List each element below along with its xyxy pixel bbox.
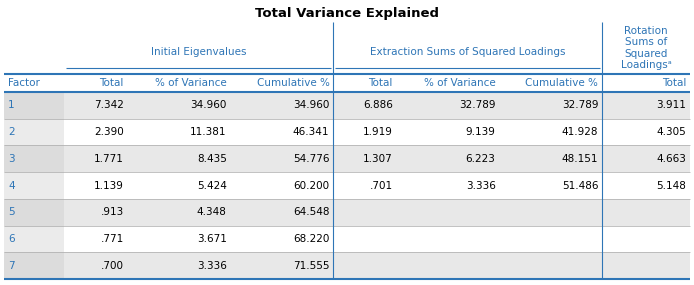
Text: 5: 5 [8, 207, 15, 217]
Text: 4: 4 [8, 180, 15, 190]
Text: .913: .913 [101, 207, 124, 217]
Text: 6: 6 [8, 234, 15, 244]
Bar [4, 119, 65, 145]
Text: 6.886: 6.886 [363, 100, 393, 110]
Text: 3.911: 3.911 [656, 100, 686, 110]
Bar [4, 92, 65, 119]
Text: Total Variance Explained: Total Variance Explained [255, 7, 439, 20]
Text: 64.548: 64.548 [293, 207, 330, 217]
Text: .701: .701 [370, 180, 393, 190]
Text: 9.139: 9.139 [466, 127, 496, 137]
Bar [4, 74, 690, 92]
Text: 3.336: 3.336 [197, 261, 227, 271]
Text: 46.341: 46.341 [293, 127, 330, 137]
Text: 34.960: 34.960 [293, 100, 330, 110]
Bar [4, 172, 65, 199]
Text: 34.960: 34.960 [190, 100, 227, 110]
Bar [4, 199, 690, 225]
Text: Factor: Factor [8, 78, 40, 88]
Text: 2: 2 [8, 127, 15, 137]
Text: 1.771: 1.771 [94, 154, 124, 164]
Text: 5.148: 5.148 [656, 180, 686, 190]
Text: .771: .771 [101, 234, 124, 244]
Bar [4, 119, 690, 145]
Text: 7: 7 [8, 261, 15, 271]
Bar [4, 22, 690, 74]
Bar [4, 92, 690, 119]
Text: 8.435: 8.435 [197, 154, 227, 164]
Text: Initial Eigenvalues: Initial Eigenvalues [151, 47, 246, 57]
Text: .700: .700 [101, 261, 124, 271]
Bar [4, 225, 65, 252]
Text: Rotation
Sums of
Squared
Loadingsᵃ: Rotation Sums of Squared Loadingsᵃ [621, 26, 672, 70]
Text: 3.671: 3.671 [197, 234, 227, 244]
Text: 11.381: 11.381 [190, 127, 227, 137]
Text: 32.789: 32.789 [562, 100, 598, 110]
Text: 60.200: 60.200 [294, 180, 330, 190]
Text: 1: 1 [8, 100, 15, 110]
Bar [4, 145, 65, 172]
Text: Cumulative %: Cumulative % [525, 78, 598, 88]
Bar [4, 199, 65, 225]
Text: 54.776: 54.776 [293, 154, 330, 164]
Text: 4.348: 4.348 [197, 207, 227, 217]
Text: % of Variance: % of Variance [424, 78, 496, 88]
Bar [4, 252, 65, 279]
Bar [4, 252, 690, 279]
Text: 5.424: 5.424 [197, 180, 227, 190]
Text: Total: Total [369, 78, 393, 88]
Text: 1.307: 1.307 [363, 154, 393, 164]
Text: Cumulative %: Cumulative % [257, 78, 330, 88]
Text: 51.486: 51.486 [562, 180, 598, 190]
Text: 41.928: 41.928 [562, 127, 598, 137]
Text: % of Variance: % of Variance [155, 78, 227, 88]
Text: 68.220: 68.220 [293, 234, 330, 244]
Text: Extraction Sums of Squared Loadings: Extraction Sums of Squared Loadings [370, 47, 566, 57]
Bar [4, 172, 690, 199]
Text: 1.919: 1.919 [363, 127, 393, 137]
Text: 3.336: 3.336 [466, 180, 496, 190]
Text: 3: 3 [8, 154, 15, 164]
Text: 32.789: 32.789 [459, 100, 496, 110]
Text: 2.390: 2.390 [94, 127, 124, 137]
Text: Total: Total [99, 78, 124, 88]
Bar [4, 145, 690, 172]
Text: 6.223: 6.223 [466, 154, 496, 164]
Text: 4.305: 4.305 [657, 127, 686, 137]
Bar [4, 225, 690, 252]
Text: 1.139: 1.139 [94, 180, 124, 190]
Text: 71.555: 71.555 [293, 261, 330, 271]
Text: Total: Total [661, 78, 686, 88]
Text: 7.342: 7.342 [94, 100, 124, 110]
Text: 48.151: 48.151 [562, 154, 598, 164]
Text: 4.663: 4.663 [656, 154, 686, 164]
